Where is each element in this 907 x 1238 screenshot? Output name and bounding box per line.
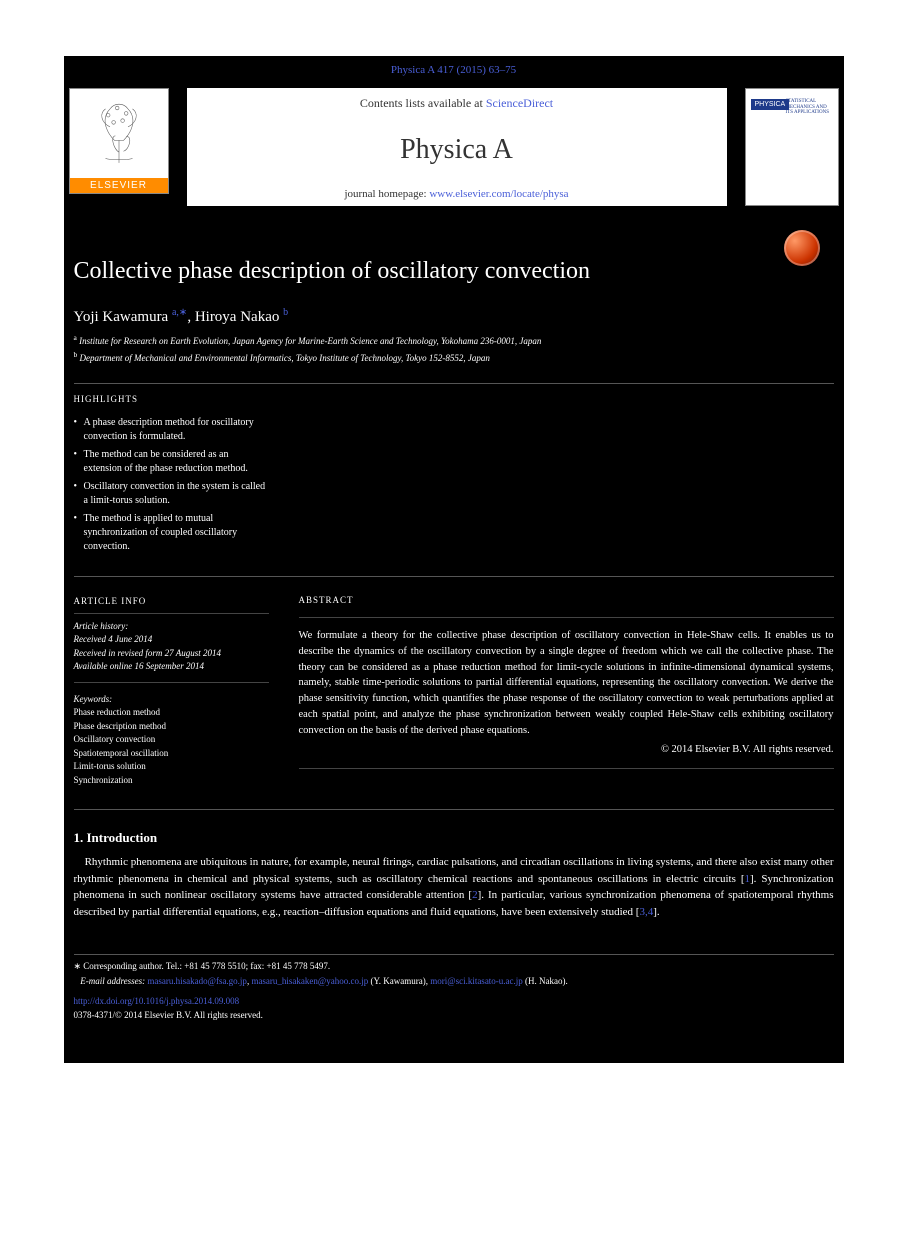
highlights-column: HIGHLIGHTS A phase description method fo…: [74, 394, 269, 558]
intro-paragraph: Rhythmic phenomena are ubiquitous in nat…: [74, 854, 834, 920]
keyword: Phase description method: [74, 720, 269, 734]
section-heading-intro: 1. Introduction: [74, 830, 834, 846]
sciencedirect-link[interactable]: ScienceDirect: [486, 96, 553, 110]
cover-label: PHYSICA: [751, 99, 790, 110]
ref-link-3-4[interactable]: 3,4: [639, 906, 653, 918]
history-line: Available online 16 September 2014: [74, 660, 269, 674]
journal-banner: ELSEVIER Contents lists available at Sci…: [69, 88, 839, 206]
author-1-corr[interactable]: ∗: [179, 307, 187, 318]
corresponding-text: Corresponding author. Tel.: +81 45 778 5…: [81, 961, 330, 971]
authors-line: Yoji Kawamura a,∗, Hiroya Nakao b: [74, 307, 834, 326]
keyword: Synchronization: [74, 774, 269, 788]
email-who-2: (H. Nakao).: [523, 976, 568, 986]
elsevier-label: ELSEVIER: [70, 178, 168, 193]
keywords-heading: Keywords:: [74, 693, 269, 707]
email-label: E-mail addresses:: [80, 976, 145, 986]
history-line: Article history:: [74, 620, 269, 634]
page-header-reference: Physica A 417 (2015) 63–75: [64, 56, 844, 80]
abstract-heading: ABSTRACT: [299, 595, 834, 605]
affiliations: a Institute for Research on Earth Evolut…: [74, 332, 834, 365]
history-line: Received in revised form 27 August 2014: [74, 647, 269, 661]
elsevier-tree-icon: [74, 93, 164, 170]
banner-center: Contents lists available at ScienceDirec…: [187, 88, 727, 206]
journal-cover-thumbnail: PHYSICA STATISTICAL MECHANICS AND ITS AP…: [745, 88, 839, 206]
email-link-3[interactable]: mori@sci.kitasato-u.ac.jp: [430, 976, 523, 986]
history-line: Received 4 June 2014: [74, 633, 269, 647]
contents-prefix: Contents lists available at: [360, 96, 486, 110]
article-info-column: ARTICLE INFO Article history: Received 4…: [74, 595, 269, 787]
keyword: Limit-torus solution: [74, 760, 269, 774]
keyword: Spatiotemporal oscillation: [74, 747, 269, 761]
elsevier-logo: ELSEVIER: [69, 88, 169, 194]
abstract-column: ABSTRACT We formulate a theory for the c…: [299, 595, 834, 787]
corresponding-star: ∗: [74, 961, 82, 971]
highlight-item: The method is applied to mutual synchron…: [74, 512, 269, 554]
cover-subtitle: STATISTICAL MECHANICS AND ITS APPLICATIO…: [786, 99, 834, 116]
issn-line: 0378-4371/© 2014 Elsevier B.V. All right…: [74, 1010, 263, 1020]
article-info-heading: ARTICLE INFO: [74, 595, 269, 609]
doi-link[interactable]: http://dx.doi.org/10.1016/j.physa.2014.0…: [74, 996, 240, 1006]
author-2-affil[interactable]: b: [283, 307, 288, 318]
author-2: Hiroya Nakao: [195, 309, 280, 325]
highlights-heading: HIGHLIGHTS: [74, 394, 269, 404]
keyword: Oscillatory convection: [74, 733, 269, 747]
highlight-item: A phase description method for oscillato…: [74, 416, 269, 444]
author-1-affil[interactable]: a,: [172, 307, 179, 318]
affiliation-a: Institute for Research on Earth Evolutio…: [79, 336, 541, 346]
affiliation-b: Department of Mechanical and Environment…: [80, 353, 490, 363]
copyright-line: © 2014 Elsevier B.V. All rights reserved…: [299, 742, 834, 758]
email-who-1: (Y. Kawamura),: [368, 976, 430, 986]
keyword: Phase reduction method: [74, 706, 269, 720]
author-1: Yoji Kawamura: [74, 309, 169, 325]
paper-title: Collective phase description of oscillat…: [74, 256, 834, 287]
footnotes: ∗ Corresponding author. Tel.: +81 45 778…: [74, 954, 834, 1023]
highlights-list: A phase description method for oscillato…: [74, 416, 269, 554]
journal-name: Physica A: [187, 134, 727, 166]
homepage-prefix: journal homepage:: [344, 188, 429, 200]
email-link-1[interactable]: masaru.hisakado@fsa.go.jp: [147, 976, 247, 986]
email-link-2[interactable]: masaru_hisakaken@yahoo.co.jp: [251, 976, 368, 986]
homepage-link[interactable]: www.elsevier.com/locate/physa: [429, 188, 568, 200]
highlight-item: The method can be considered as an exten…: [74, 448, 269, 476]
crossmark-icon[interactable]: [784, 230, 820, 266]
highlight-item: Oscillatory convection in the system is …: [74, 480, 269, 508]
abstract-text: We formulate a theory for the collective…: [299, 628, 834, 738]
